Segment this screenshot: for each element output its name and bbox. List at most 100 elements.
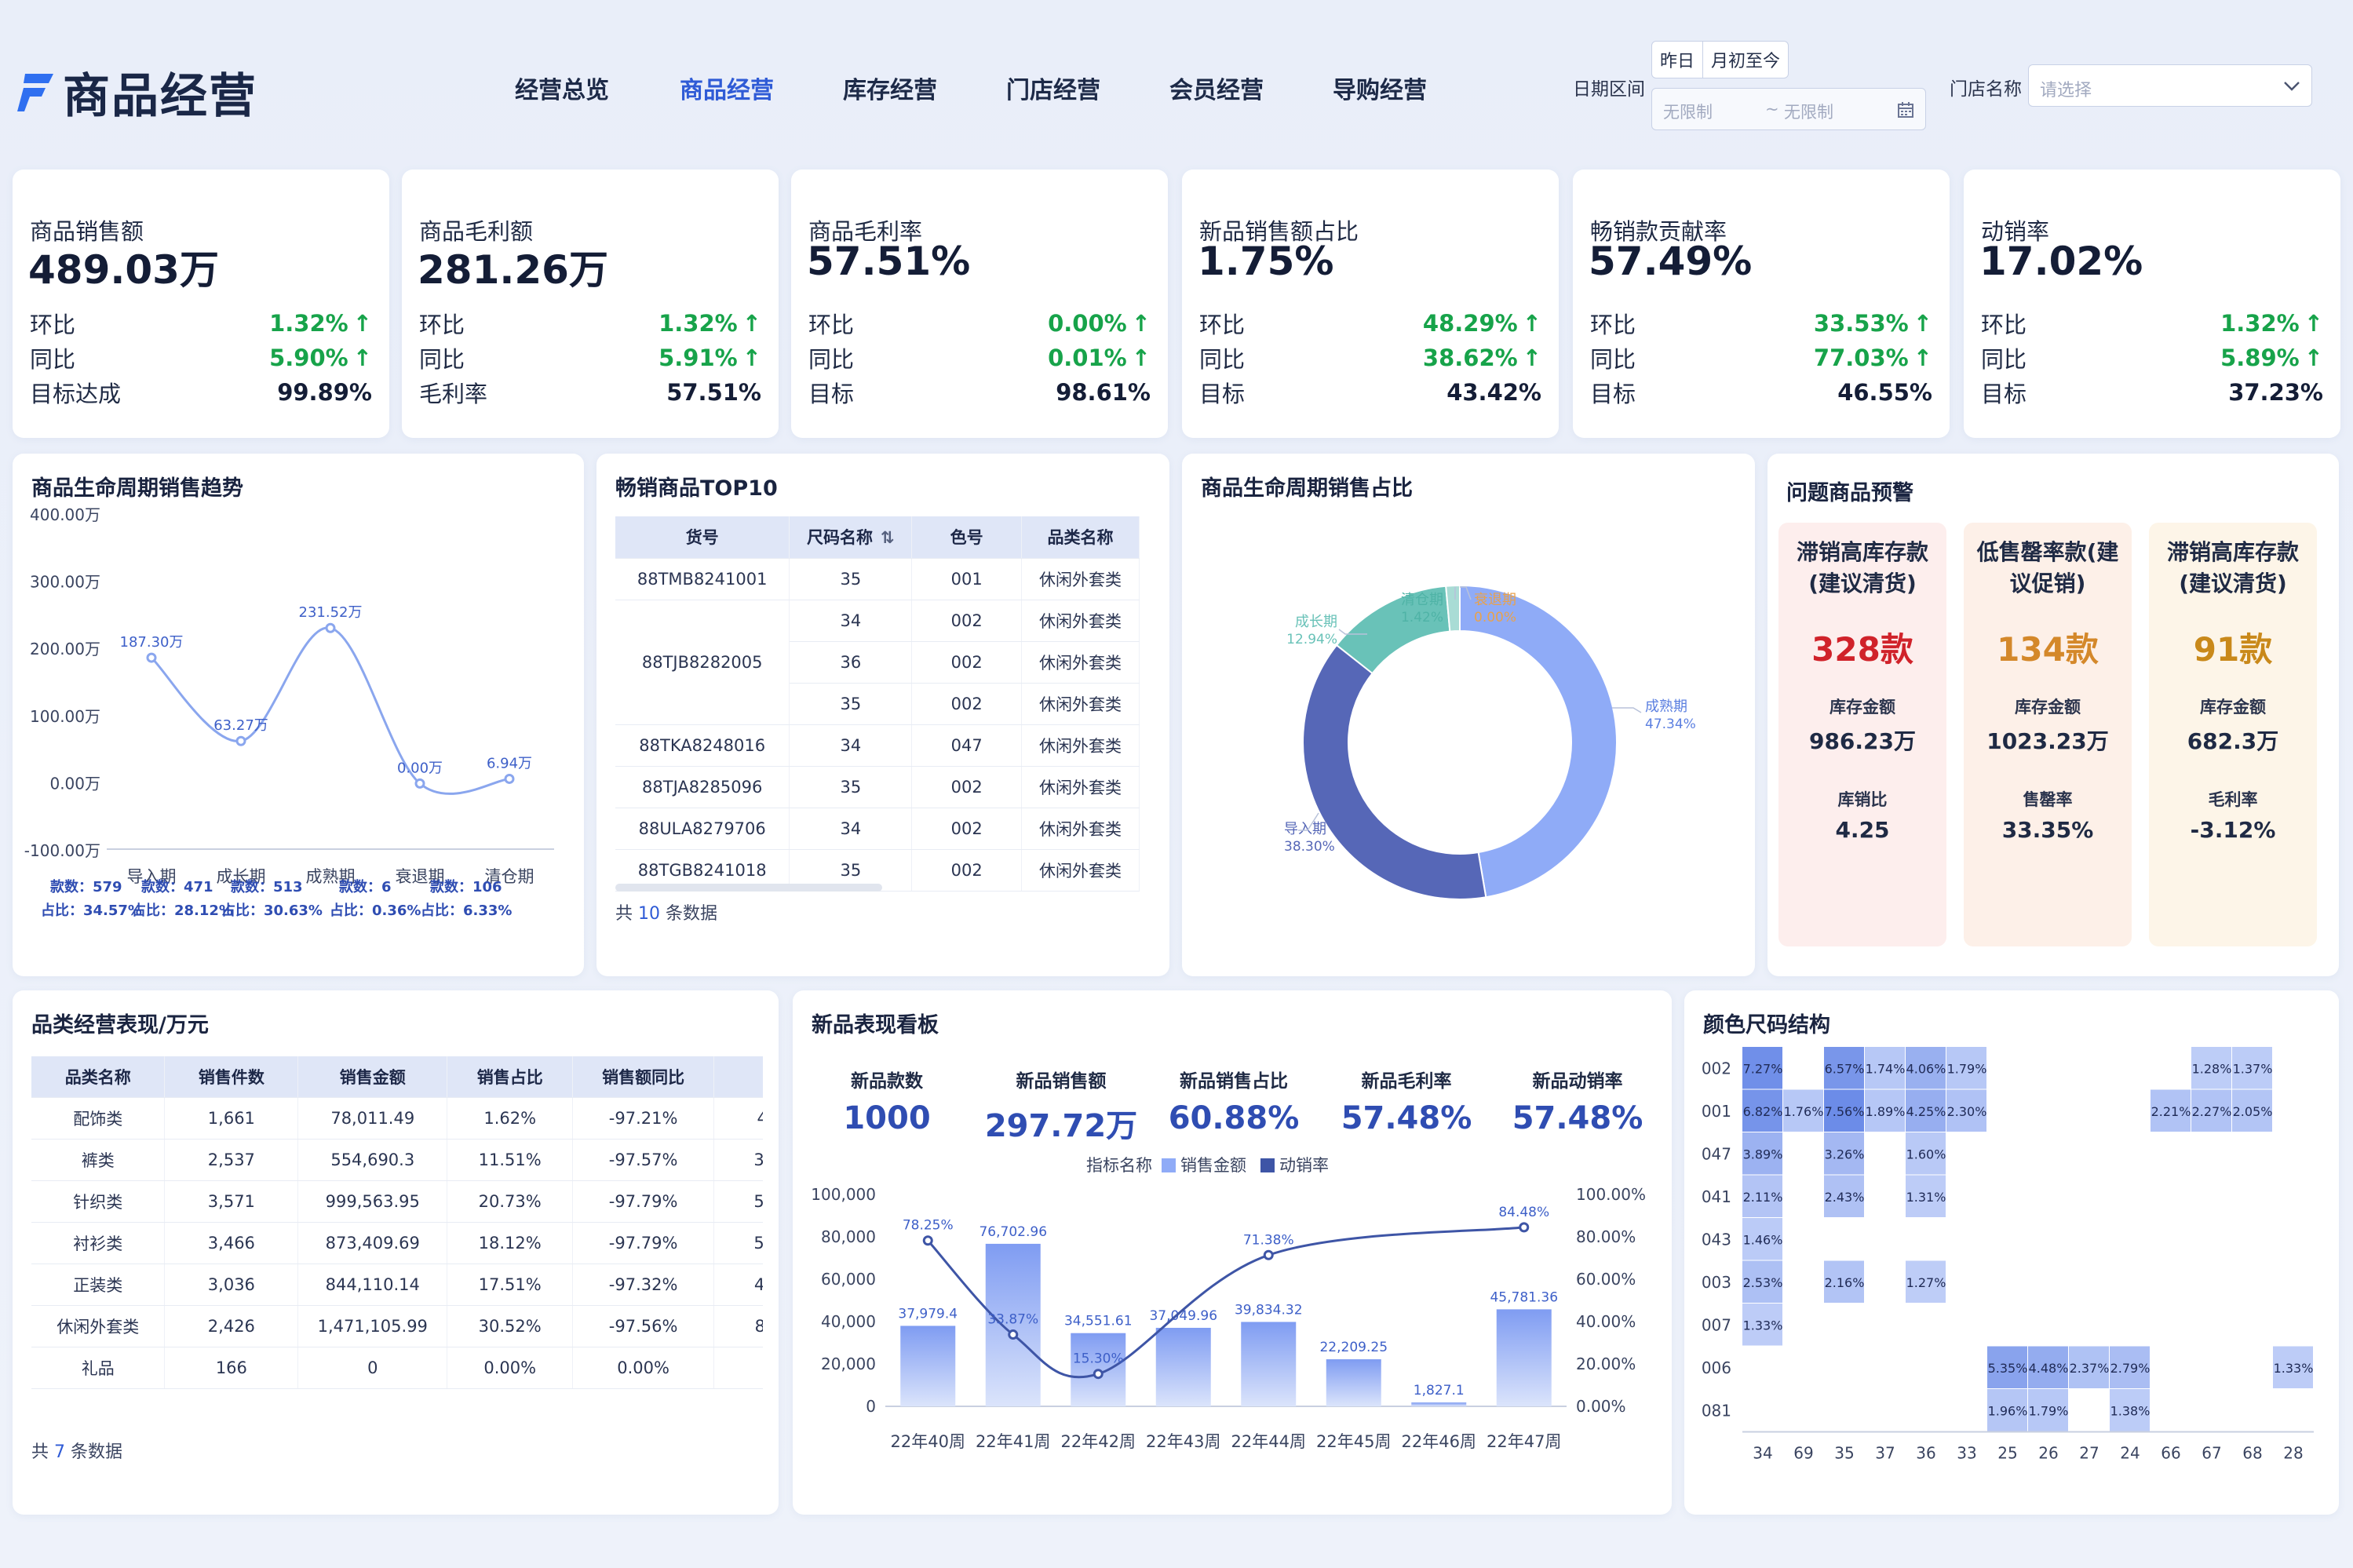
quick-month-button[interactable]: 月初至今 bbox=[1702, 41, 1789, 78]
heatmap-cell[interactable] bbox=[1865, 1089, 1905, 1132]
rate-point[interactable] bbox=[1008, 1329, 1019, 1340]
bar[interactable] bbox=[1411, 1402, 1467, 1406]
calendar-icon[interactable] bbox=[1897, 101, 1914, 119]
table-row[interactable]: 88TJA8285096 35 002 休闲外套类 bbox=[615, 766, 1140, 808]
heatmap-cell[interactable] bbox=[1906, 1089, 1946, 1132]
bar[interactable] bbox=[900, 1326, 956, 1406]
bar[interactable] bbox=[1326, 1359, 1381, 1406]
table-row[interactable]: 35 002 休闲外套类 bbox=[615, 683, 1140, 725]
heatmap-cell[interactable] bbox=[1824, 1089, 1864, 1132]
table-row[interactable]: 88TMB8241001 35 001 休闲外套类 bbox=[615, 558, 1140, 600]
heatmap-cell[interactable] bbox=[1824, 1132, 1864, 1175]
table-row[interactable]: 36 002 休闲外套类 bbox=[615, 641, 1140, 684]
pie-slice[interactable] bbox=[1302, 644, 1487, 900]
heatmap-cell[interactable] bbox=[1906, 1260, 1946, 1304]
date-range-picker[interactable]: 无限制 ~ 无限制 bbox=[1651, 88, 1926, 130]
bar[interactable] bbox=[1241, 1322, 1297, 1406]
rate-point[interactable] bbox=[922, 1235, 933, 1246]
pie-slice[interactable] bbox=[1445, 584, 1461, 633]
column-header[interactable]: 货号 bbox=[615, 516, 790, 559]
heatmap-cell[interactable] bbox=[2028, 1389, 2068, 1431]
heatmap-cell[interactable] bbox=[1865, 1047, 1905, 1089]
table-row[interactable]: 88TKA8248016 34 047 休闲外套类 bbox=[615, 724, 1140, 767]
heatmap-cell[interactable] bbox=[1987, 1389, 2027, 1431]
heatmap-cell[interactable] bbox=[1824, 1047, 1864, 1089]
top10-scrollbar[interactable] bbox=[615, 884, 882, 892]
heatmap-cell[interactable] bbox=[1946, 1089, 1986, 1132]
heatmap-cell[interactable] bbox=[1906, 1047, 1946, 1089]
heatmap-cell[interactable] bbox=[2232, 1047, 2272, 1089]
legend-swatch[interactable] bbox=[1260, 1158, 1275, 1172]
column-header[interactable]: 尺码名称 ⇅ bbox=[789, 516, 913, 559]
heatmap-cell[interactable] bbox=[1824, 1175, 1864, 1218]
column-header[interactable]: 品类名称 bbox=[31, 1056, 166, 1098]
warning-column[interactable]: 滞销高库存款(建议清货) 328款 库存金额 986.23万 库销比 4.25 bbox=[1778, 523, 1946, 946]
nav-guide[interactable]: 导购经营 bbox=[1333, 77, 1427, 104]
pie-slice[interactable] bbox=[1459, 584, 1618, 899]
table-row[interactable]: 休闲外套类2,4261,471,105.9930.52%-97.56%845,0… bbox=[31, 1305, 763, 1347]
column-header[interactable]: 品类名称 bbox=[1021, 516, 1140, 559]
heatmap-cell[interactable] bbox=[2191, 1089, 2231, 1132]
sort-icon[interactable]: ⇅ bbox=[881, 528, 895, 548]
nav-product[interactable]: 商品经营 bbox=[680, 77, 774, 104]
heatmap-cell[interactable] bbox=[1742, 1175, 1782, 1218]
legend-label[interactable]: 动销率 bbox=[1279, 1156, 1329, 1175]
heatmap-cell[interactable] bbox=[2232, 1089, 2272, 1132]
heatmap-cell[interactable] bbox=[1824, 1260, 1864, 1304]
bar[interactable] bbox=[1496, 1309, 1552, 1406]
heatmap-cell[interactable] bbox=[1742, 1047, 1782, 1089]
data-point[interactable] bbox=[146, 652, 157, 663]
heatmap-cell[interactable] bbox=[1742, 1132, 1782, 1175]
column-header[interactable]: 色号 bbox=[911, 516, 1023, 559]
heatmap-cell[interactable] bbox=[2273, 1346, 2313, 1389]
data-point[interactable] bbox=[325, 622, 336, 633]
nav-store[interactable]: 门店经营 bbox=[1006, 77, 1100, 104]
top10-table-wrap[interactable]: 货号 尺码名称 ⇅ 色号 品类名称 88TMB8241001 35 001 休闲外套类 88TJB… bbox=[615, 516, 1140, 893]
data-point[interactable] bbox=[414, 778, 425, 789]
column-header[interactable]: 销售额同比 bbox=[572, 1056, 715, 1098]
bar[interactable] bbox=[1155, 1327, 1211, 1406]
data-point[interactable] bbox=[235, 735, 246, 746]
column-header[interactable]: 销售件数 bbox=[164, 1056, 299, 1098]
warning-column[interactable]: 滞销高库存款(建议清货) 91款 库存金额 682.3万 毛利率 -3.12% bbox=[2149, 523, 2317, 946]
heatmap-cell[interactable] bbox=[2151, 1089, 2191, 1132]
column-header[interactable]: 毛 bbox=[713, 1056, 763, 1098]
heatmap-cell[interactable] bbox=[1742, 1218, 1782, 1260]
legend-label[interactable]: 销售金额 bbox=[1180, 1156, 1246, 1175]
heatmap-cell[interactable] bbox=[1906, 1132, 1946, 1175]
heatmap-cell[interactable] bbox=[1946, 1047, 1986, 1089]
heatmap-cell[interactable] bbox=[1742, 1304, 1782, 1346]
heatmap-cell[interactable] bbox=[1742, 1089, 1782, 1132]
warning-column[interactable]: 低售罄率款(建议促销) 134款 库存金额 1023.23万 售罄率 33.35% bbox=[1964, 523, 2132, 946]
date-end-input[interactable]: 无限制 bbox=[1784, 103, 1833, 122]
rate-point[interactable] bbox=[1263, 1249, 1274, 1260]
heatmap-cell[interactable] bbox=[2110, 1389, 2150, 1431]
heatmap-cell[interactable] bbox=[2028, 1346, 2068, 1389]
heatmap-cell[interactable] bbox=[1906, 1175, 1946, 1218]
nav-member[interactable]: 会员经营 bbox=[1169, 77, 1264, 104]
rate-point[interactable] bbox=[1519, 1222, 1530, 1233]
bar[interactable] bbox=[985, 1243, 1041, 1406]
data-point[interactable] bbox=[504, 773, 515, 784]
chevron-down-icon[interactable] bbox=[2283, 81, 2300, 92]
heatmap-cell[interactable] bbox=[2191, 1047, 2231, 1089]
date-start-input[interactable]: 无限制 bbox=[1663, 103, 1713, 122]
column-header[interactable]: 销售占比 bbox=[447, 1056, 574, 1098]
legend-swatch[interactable] bbox=[1162, 1158, 1176, 1172]
heatmap-cell[interactable] bbox=[1742, 1260, 1782, 1304]
quick-yesterday-button[interactable]: 昨日 bbox=[1651, 41, 1703, 78]
nav-overview[interactable]: 经营总览 bbox=[515, 77, 609, 104]
table-row[interactable]: 88ULA8279706 34 002 休闲外套类 bbox=[615, 808, 1140, 850]
category-table-wrap[interactable]: 品类名称销售件数销售金额销售占比销售额同比毛配饰类1,66178,011.491… bbox=[31, 1056, 763, 1402]
column-header[interactable]: 销售金额 bbox=[297, 1056, 448, 1098]
heatmap-cell[interactable] bbox=[1783, 1089, 1823, 1132]
heatmap-cell[interactable] bbox=[2069, 1346, 2109, 1389]
heatmap-cell[interactable] bbox=[1987, 1346, 2027, 1389]
heatmap-cell[interactable] bbox=[2110, 1346, 2150, 1389]
